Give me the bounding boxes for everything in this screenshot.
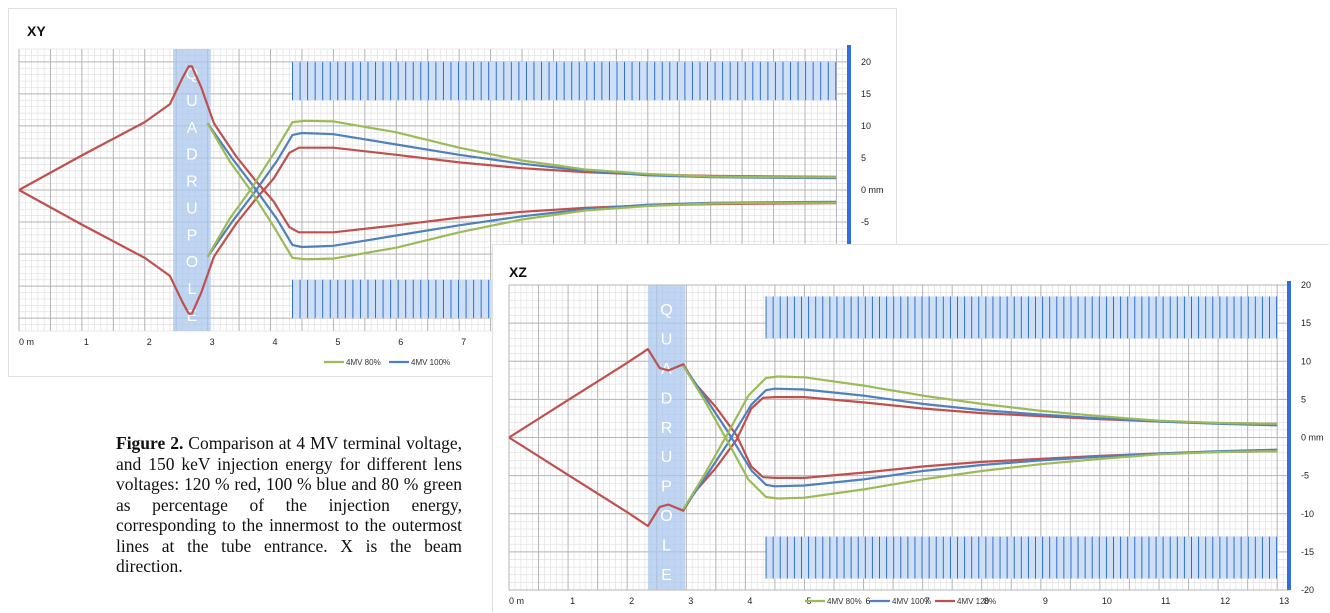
legend-label: 4MV 100%: [892, 597, 931, 606]
chart-title: XZ: [509, 264, 527, 280]
quadrupole-letter: L: [187, 281, 196, 298]
quadrupole-letter: U: [186, 93, 198, 110]
y-tick-label: -15: [1301, 547, 1314, 557]
quadrupole-letter: O: [186, 254, 198, 271]
x-tick-label: 0 m: [19, 337, 34, 347]
y-tick-label: 20: [861, 57, 871, 67]
x-tick-label: 0 m: [509, 596, 524, 606]
y-tick-label: 15: [1301, 318, 1311, 328]
quadrupole-letter: Q: [186, 66, 198, 83]
x-tick-label: 7: [925, 596, 930, 606]
y-tick-label: 10: [861, 121, 871, 131]
quadrupole-letter: O: [660, 508, 672, 525]
quadrupole-letter: R: [186, 174, 198, 191]
x-tick-label: 3: [688, 596, 693, 606]
x-tick-label: 2: [629, 596, 634, 606]
x-tick-label: 4: [273, 337, 278, 347]
legend-label: 4MV 80%: [827, 597, 862, 606]
x-tick-label: 12: [1220, 596, 1230, 606]
x-tick-label: 5: [335, 337, 340, 347]
x-tick-label: 13: [1279, 596, 1289, 606]
caption-label: Figure 2.: [116, 433, 184, 453]
legend-label: 4MV 100%: [411, 358, 450, 367]
quadrupole-letter: Q: [660, 302, 672, 319]
x-tick-label: 4: [747, 596, 752, 606]
caption-text: Comparison at 4 MV terminal voltage, and…: [116, 433, 462, 576]
quadrupole-letter: U: [186, 200, 198, 217]
quadrupole-letter: D: [186, 147, 198, 164]
series-line: [682, 365, 1278, 500]
quadrupole-letter: U: [661, 449, 673, 466]
series-line: [206, 122, 837, 261]
series-line: [682, 387, 1278, 510]
quadrupole-letter: D: [661, 390, 673, 407]
series-line: [508, 348, 1278, 479]
legend-label: 4MV 120%: [957, 597, 996, 606]
x-tick-label: 8: [984, 596, 989, 606]
x-tick-label: 11: [1161, 596, 1170, 606]
x-tick-label: 6: [866, 596, 871, 606]
quadrupole-letter: P: [187, 227, 198, 244]
y-tick-label: 0 mm: [861, 185, 884, 195]
x-tick-label: 9: [1043, 596, 1048, 606]
y-tick-label: -5: [1301, 471, 1309, 481]
x-tick-label: 7: [461, 337, 466, 347]
y-tick-label: -5: [861, 217, 869, 227]
quadrupole-letter: L: [662, 538, 671, 555]
legend-label: 4MV 80%: [346, 358, 381, 367]
quadrupole-letter: R: [661, 420, 673, 437]
y-tick-label: 0 mm: [1301, 433, 1324, 443]
x-tick-label: 6: [398, 337, 403, 347]
quadrupole-letter: A: [187, 120, 198, 137]
y-tick-label: 20: [1301, 280, 1311, 290]
quadrupole-letter: U: [661, 331, 673, 348]
figure-caption: Figure 2. Comparison at 4 MV terminal vo…: [116, 433, 462, 577]
series-line: [682, 365, 1278, 488]
x-tick-label: 3: [210, 337, 215, 347]
y-tick-label: 5: [861, 153, 866, 163]
chart-title: XY: [27, 23, 46, 39]
series-line: [508, 396, 1278, 528]
y-tick-label: 10: [1301, 356, 1311, 366]
y-tick-label: -20: [1301, 585, 1314, 595]
quadrupole-letter: E: [661, 567, 672, 584]
x-tick-label: 10: [1102, 596, 1112, 606]
y-tick-label: -10: [1301, 509, 1314, 519]
y-tick-label: 15: [861, 89, 871, 99]
x-tick-label: 1: [570, 596, 575, 606]
y-tick-label: 5: [1301, 394, 1306, 404]
quadrupole-letter: E: [187, 308, 198, 325]
series-line: [206, 119, 837, 258]
series-line: [682, 375, 1278, 510]
x-tick-label: 1: [84, 337, 89, 347]
quadrupole-region: [647, 285, 686, 590]
quadrupole-letter: P: [661, 479, 672, 496]
x-tick-label: 2: [147, 337, 152, 347]
